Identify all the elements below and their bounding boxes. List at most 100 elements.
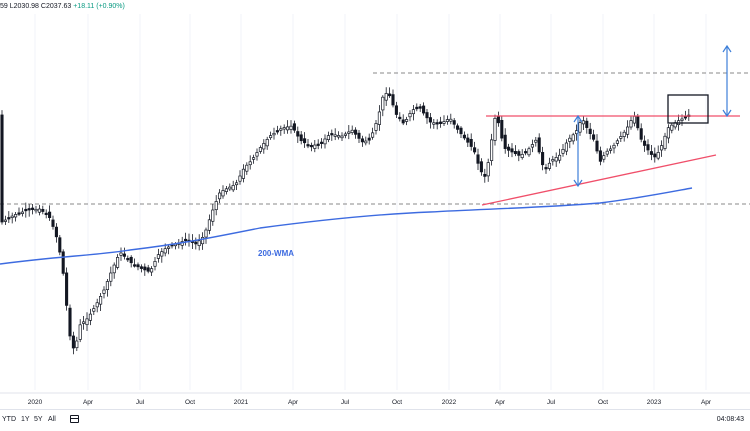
candle-body	[568, 137, 572, 142]
candle-body	[133, 264, 137, 267]
bottom-toolbar: YTD 1Y 5Y All 04:08:43	[0, 409, 750, 431]
price-chart[interactable]: 200-WMA 2020 Apr Jul Oct 2021 Apr Jul Oct 2022 Ap…	[0, 0, 750, 409]
candle-body	[139, 266, 143, 269]
candle-body	[398, 116, 402, 120]
candle-body	[61, 251, 65, 274]
range-5y-button[interactable]: 5Y	[34, 416, 43, 423]
candle-body	[394, 105, 398, 115]
candle-body	[564, 142, 568, 152]
candle-body	[85, 318, 89, 326]
candle-body	[462, 134, 466, 139]
candle-body	[683, 116, 687, 119]
candle-body	[248, 161, 252, 166]
candle-body	[602, 155, 606, 160]
candle-body	[449, 118, 453, 122]
x-tick-label: Oct	[392, 399, 402, 406]
rising-support-line	[481, 154, 717, 206]
candle-body	[10, 215, 14, 218]
candle-body	[660, 145, 664, 151]
candle-body	[663, 135, 667, 149]
candle-body	[279, 128, 283, 131]
candle-body	[337, 135, 341, 138]
candle-body	[323, 138, 327, 145]
candle-body	[99, 296, 103, 305]
candle-body	[371, 132, 375, 138]
candle-body	[609, 148, 613, 151]
candle-body	[14, 214, 18, 218]
range-1y-button[interactable]: 1Y	[21, 416, 30, 423]
candle-body	[37, 208, 41, 213]
ohlc-change: +18.11 (+0.90%)	[73, 3, 125, 10]
candle-body	[415, 106, 419, 110]
candle-body	[265, 139, 269, 147]
candle-body	[333, 134, 337, 137]
candle-body	[401, 119, 405, 124]
candle-body	[78, 324, 82, 340]
candle-body	[214, 201, 218, 211]
candle-body	[636, 115, 640, 129]
candle-body	[581, 120, 585, 125]
candle-body	[105, 281, 109, 290]
candle-body	[156, 254, 160, 259]
candle-body	[357, 132, 361, 139]
candle-body	[92, 308, 96, 312]
candle-body	[275, 130, 279, 133]
candle-body	[0, 114, 4, 223]
candle-body	[330, 133, 334, 136]
calendar-icon[interactable]	[70, 415, 79, 423]
candle-body	[381, 96, 385, 111]
candle-body	[286, 126, 290, 131]
candle-body	[224, 188, 228, 192]
candle-body	[435, 122, 439, 125]
candle-body	[469, 139, 473, 147]
candle-body	[75, 340, 79, 349]
candle-body	[68, 307, 72, 337]
candle-body	[486, 162, 490, 177]
candle-body	[143, 266, 147, 271]
candle-body	[578, 122, 582, 133]
candle-body	[241, 168, 245, 179]
candle-body	[626, 126, 630, 135]
candle-body	[41, 208, 45, 212]
candle-body	[571, 134, 575, 142]
candle-body	[303, 138, 307, 144]
ohlc-readout: 59 L2030.98 C2037.63 +18.11 (+0.90%)	[0, 3, 125, 10]
candle-body	[116, 257, 120, 268]
candle-body	[354, 129, 358, 135]
candle-body	[218, 192, 222, 200]
candle-body	[432, 122, 436, 125]
candle-body	[547, 162, 551, 169]
x-tick-label: Jul	[547, 399, 556, 406]
ohlc-prefix: 59	[0, 3, 8, 10]
candle-body	[405, 119, 409, 122]
candle-body	[109, 272, 113, 282]
candle-body	[510, 148, 514, 153]
candle-body	[592, 134, 596, 140]
candle-body	[122, 253, 126, 257]
candle-body	[428, 117, 432, 123]
candle-body	[44, 212, 48, 216]
candle-body	[680, 118, 684, 121]
range-ytd-button[interactable]: YTD	[2, 416, 16, 423]
clock-time: 04:08:43	[716, 416, 744, 423]
candle-body	[163, 248, 167, 254]
candle-body	[82, 321, 86, 324]
candle-body	[160, 251, 164, 257]
candle-body	[146, 267, 150, 272]
candle-body	[126, 258, 130, 261]
candle-body	[221, 190, 225, 197]
candle-body	[558, 154, 562, 161]
candle-body	[292, 123, 296, 131]
candle-body	[231, 185, 235, 191]
candle-body	[201, 237, 205, 245]
measured-move-arrow	[573, 114, 583, 188]
candle-body	[71, 335, 75, 349]
candle-body	[252, 157, 256, 160]
candle-body	[377, 111, 381, 125]
range-all-button[interactable]: All	[48, 416, 56, 423]
candle-body	[299, 134, 303, 142]
arrow-head-bottom	[722, 109, 732, 118]
candle-body	[476, 154, 480, 164]
candle-body	[666, 127, 670, 139]
candle-body	[102, 289, 106, 294]
